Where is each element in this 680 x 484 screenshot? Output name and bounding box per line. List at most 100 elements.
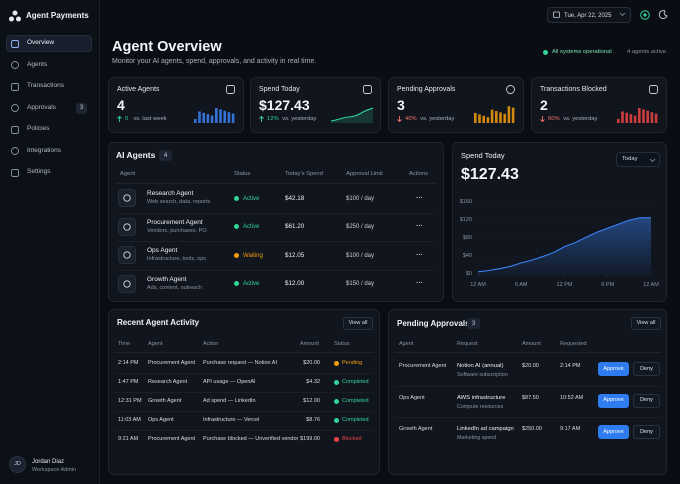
deny-text[interactable]: Deny	[640, 365, 653, 372]
agent-glyph-shape	[123, 194, 131, 202]
approve-button[interactable]	[598, 393, 629, 408]
kpi-delta-suffix: vs. yesterday	[563, 116, 598, 122]
kpi-delta: 60%	[548, 116, 560, 122]
activity-amount: $8.76	[306, 416, 320, 423]
table-header: Status	[334, 341, 350, 347]
view-all-button[interactable]	[343, 317, 373, 330]
agent-limit: $100 / day	[346, 195, 375, 202]
activity-title: Recent Agent Activity	[117, 318, 200, 327]
chevron-shape	[649, 158, 656, 162]
y-tick-label: $80	[462, 235, 472, 241]
sparkline	[474, 106, 515, 123]
activity-status: Completed	[342, 397, 369, 404]
approve-text[interactable]: Approve	[603, 365, 624, 372]
agent-icon	[118, 246, 136, 264]
period-text[interactable]: Today	[622, 155, 638, 162]
view-all-text[interactable]: View all	[636, 319, 656, 326]
activity-time: 1:47 PM	[118, 378, 139, 385]
table-header: Agent	[399, 341, 414, 347]
deny-button[interactable]	[633, 393, 660, 408]
deny-button[interactable]	[633, 425, 660, 439]
status-ring	[640, 10, 650, 20]
view-all-button[interactable]	[631, 317, 661, 330]
spark-bar	[617, 119, 620, 123]
approve-button[interactable]	[598, 362, 629, 376]
y-tick-label: $40	[462, 253, 472, 259]
nav-label[interactable]: Integrations	[27, 146, 61, 154]
row-divider	[394, 385, 661, 387]
status-dot	[543, 50, 548, 55]
theme-icon	[658, 10, 668, 20]
page-subtitle: Monitor your AI agents, spend, approvals…	[112, 58, 317, 65]
row-actions[interactable]: ···	[416, 280, 423, 287]
spark-bar	[642, 109, 645, 123]
nav-label[interactable]: Agents	[27, 60, 48, 68]
nav-label[interactable]: Policies	[27, 125, 50, 132]
row-actions[interactable]: ···	[416, 223, 423, 230]
row-actions[interactable]: ···	[416, 194, 423, 202]
deny-text[interactable]: Deny	[640, 428, 653, 435]
deny-text[interactable]: Deny	[640, 397, 653, 403]
agent-name: Ops Agent	[147, 247, 178, 254]
nav-label[interactable]: Overview	[27, 39, 55, 46]
status-dot	[334, 417, 339, 423]
agent-name: Procurement Agent	[147, 218, 203, 226]
nav-label[interactable]: Settings	[27, 168, 51, 175]
activity-agent: Procurement Agent	[148, 359, 196, 366]
table-header: Action	[203, 341, 219, 347]
kpi-icon	[226, 85, 235, 94]
activity-time: 9:21 AM	[118, 435, 139, 442]
kpi-label: Active Agents	[117, 86, 160, 93]
approval-amount: $250.00	[522, 426, 542, 432]
activity-action: Purchase request — Notion AI	[203, 359, 277, 366]
row-divider	[116, 241, 436, 242]
approvals-count	[467, 318, 480, 329]
approval-time: 10:52 AM	[560, 394, 584, 401]
row-actions[interactable]: ···	[416, 251, 423, 259]
kpi-icon	[363, 85, 372, 94]
header-divider	[394, 352, 661, 353]
kpi-label: Transactions Blocked	[540, 86, 607, 93]
spark-bar	[231, 113, 235, 123]
nav-label[interactable]: Transactions	[27, 82, 64, 89]
spark-bar	[490, 109, 494, 123]
spark-bar	[202, 112, 205, 123]
approve-text[interactable]: Approve	[603, 428, 624, 435]
spark-bar	[194, 119, 197, 123]
agent-icon	[118, 217, 136, 236]
spark-bar	[646, 110, 649, 123]
activity-action: Ad spend — LinkedIn	[203, 397, 256, 404]
table-header: Amount	[300, 341, 319, 347]
spark-bar	[503, 113, 506, 123]
row-divider	[116, 212, 436, 214]
agent-name: Growth Agent	[147, 275, 187, 283]
spark-bar	[495, 111, 498, 123]
view-all-text[interactable]: View all	[348, 319, 368, 326]
nav-item[interactable]	[6, 35, 92, 52]
chevron	[619, 12, 626, 17]
avatar-initials: JD	[14, 461, 21, 467]
activity-agent: Growth Agent	[148, 397, 182, 404]
date-text[interactable]: Tue, Apr 22, 2025	[564, 12, 612, 19]
approve-button[interactable]	[598, 425, 629, 439]
agent-name: Research Agent	[147, 190, 194, 197]
trend-arrow	[540, 116, 545, 123]
logo-dot	[9, 16, 14, 22]
agents-count	[159, 150, 172, 161]
period-select[interactable]	[616, 152, 660, 167]
row-divider	[114, 410, 374, 412]
chevron	[649, 158, 656, 162]
approve-text[interactable]: Approve	[603, 397, 624, 403]
approval-agent: Procurement Agent	[399, 363, 447, 369]
nav-label[interactable]: Approvals	[27, 103, 56, 111]
user-name: Jordan Diaz	[32, 459, 65, 465]
nav-icon	[11, 147, 19, 155]
date-picker[interactable]	[547, 7, 631, 23]
kpi-label: Spend Today	[259, 86, 300, 93]
approval-request: LinkedIn ad campaign	[457, 426, 514, 432]
x-tick-label: 6 PM	[601, 282, 615, 288]
spark-bar	[210, 115, 214, 123]
agent-spend: $12.00	[285, 280, 305, 287]
deny-button[interactable]	[633, 362, 660, 376]
status-dot	[234, 281, 239, 286]
